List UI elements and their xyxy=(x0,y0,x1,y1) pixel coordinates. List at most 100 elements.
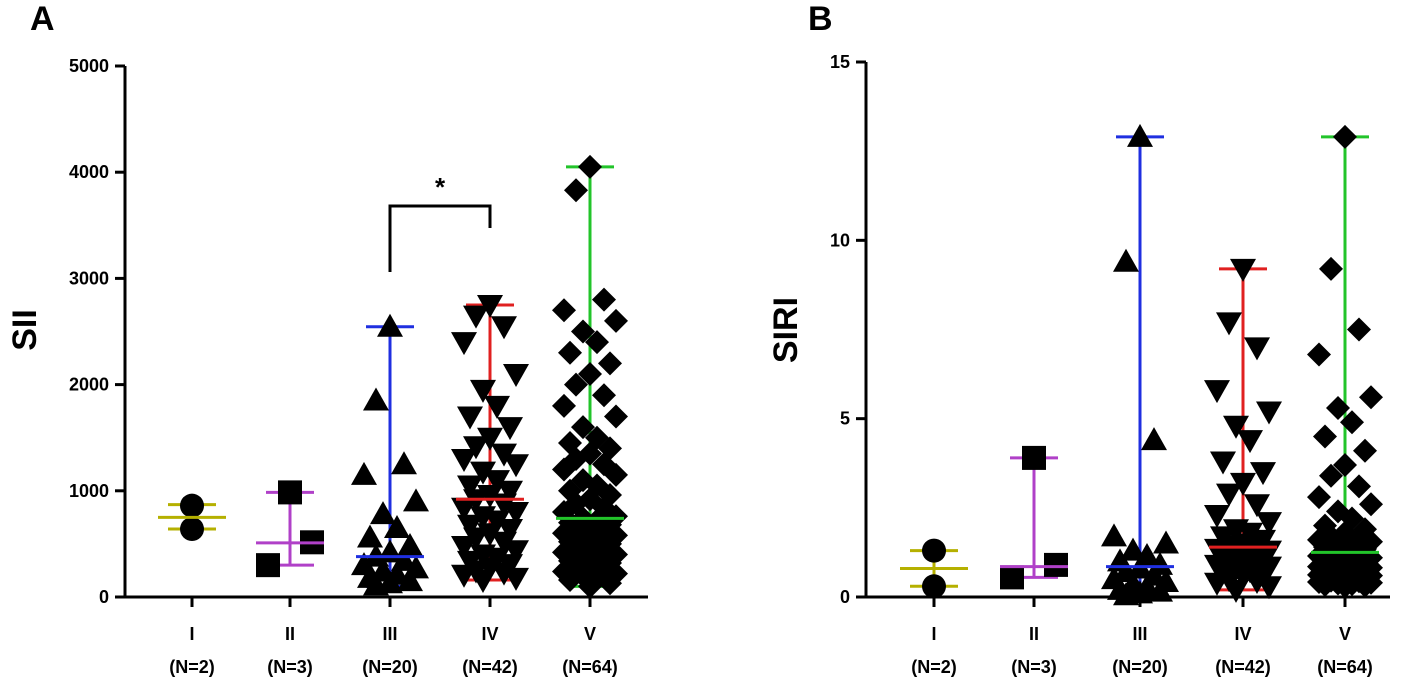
panel-letter-b: B xyxy=(808,0,833,38)
point-V-1 xyxy=(1319,256,1343,281)
y-tick-label-2: 2000 xyxy=(69,375,109,395)
y-axis-label-a: SII xyxy=(6,309,44,351)
point-V-22 xyxy=(604,462,628,487)
category-n-II: (N=3) xyxy=(267,657,313,677)
point-V-10 xyxy=(564,372,588,397)
category-label-III: III xyxy=(1132,624,1147,644)
panel-b: B SIRI 0 5 10 15 I (N=2) II (N=3) III (N=20) IV (N… xyxy=(767,0,1390,677)
y-axis-label-b: SIRI xyxy=(767,297,805,363)
point-IV-8 xyxy=(1250,462,1276,486)
point-III-17 xyxy=(397,568,423,592)
category-label-I: I xyxy=(931,624,936,644)
point-IV-0 xyxy=(1230,258,1256,282)
point-III-5 xyxy=(1120,537,1146,561)
category-n-V: (N=64) xyxy=(1317,657,1373,677)
point-IV-6 xyxy=(1237,430,1263,454)
point-V-7 xyxy=(558,340,582,365)
point-II-0 xyxy=(278,480,302,505)
point-V-61 xyxy=(1313,572,1337,597)
point-IV-5 xyxy=(470,379,496,403)
point-I-0 xyxy=(180,493,204,518)
point-IV-28 xyxy=(463,527,489,551)
point-IV-41 xyxy=(1223,579,1249,603)
point-III-5 xyxy=(370,501,396,525)
point-IV-6 xyxy=(484,395,510,419)
point-IV-5 xyxy=(1223,415,1249,439)
point-IV-8 xyxy=(497,417,523,441)
point-V-12 xyxy=(552,393,576,418)
point-IV-14 xyxy=(470,461,496,485)
point-III-19 xyxy=(363,572,389,596)
point-V-3 xyxy=(1307,342,1331,367)
point-IV-4 xyxy=(503,363,529,387)
point-V-5 xyxy=(571,319,595,344)
point-II-1 xyxy=(1044,552,1068,577)
point-V-13 xyxy=(1359,492,1383,517)
point-V-13 xyxy=(604,404,628,429)
category-label-II: II xyxy=(1029,624,1039,644)
y-tick-label-0: 0 xyxy=(99,587,109,607)
category-label-I: I xyxy=(189,624,194,644)
category-n-I: (N=2) xyxy=(911,657,957,677)
point-IV-17 xyxy=(497,480,523,504)
category-n-III: (N=20) xyxy=(362,657,418,677)
point-V-8 xyxy=(598,351,622,376)
point-IV-4 xyxy=(1256,401,1282,425)
point-III-4 xyxy=(1153,530,1179,554)
point-V-9 xyxy=(578,361,602,386)
y-tick-label-3: 3000 xyxy=(69,268,109,288)
point-III-3 xyxy=(1101,523,1127,547)
category-label-IV: IV xyxy=(481,624,498,644)
category-n-IV: (N=42) xyxy=(462,657,518,677)
significance-bracket xyxy=(388,204,492,272)
point-IV-30 xyxy=(451,536,477,560)
point-III-4 xyxy=(403,488,429,512)
category-n-III: (N=20) xyxy=(1112,657,1168,677)
point-IV-22 xyxy=(503,502,529,526)
point-V-62 xyxy=(598,571,622,596)
y-tick-label-1: 5 xyxy=(840,409,850,429)
point-II-0 xyxy=(1022,445,1046,470)
point-V-4 xyxy=(604,308,628,333)
point-IV-16 xyxy=(457,475,483,499)
significance-label: * xyxy=(435,172,446,202)
category-label-III: III xyxy=(382,624,397,644)
point-IV-21 xyxy=(451,497,477,521)
point-V-0 xyxy=(1333,124,1357,149)
category-n-I: (N=2) xyxy=(169,657,215,677)
point-IV-31 xyxy=(503,540,529,564)
point-I-0 xyxy=(922,538,946,563)
category-n-IV: (N=42) xyxy=(1215,657,1271,677)
point-V-3 xyxy=(552,298,576,323)
point-IV-3 xyxy=(451,332,477,356)
point-V-0 xyxy=(578,154,602,179)
panel-a: A SII 0 1000 2000 3000 4000 5000 I (N=2) II (N=3… xyxy=(6,0,648,677)
point-V-21 xyxy=(552,457,576,482)
y-tick-label-3: 15 xyxy=(830,52,850,72)
point-V-11 xyxy=(1347,474,1371,499)
point-III-6 xyxy=(384,514,410,538)
point-IV-40 xyxy=(503,567,529,591)
point-V-10 xyxy=(1319,463,1343,488)
point-IV-1 xyxy=(463,305,489,329)
category-label-V: V xyxy=(584,624,596,644)
point-IV-2 xyxy=(491,316,517,340)
point-V-2 xyxy=(592,287,616,312)
point-III-19 xyxy=(1113,582,1139,606)
panel-letter-a: A xyxy=(30,0,55,38)
point-V-6 xyxy=(585,330,609,355)
point-V-2 xyxy=(1347,317,1371,342)
point-III-0 xyxy=(1127,123,1153,147)
point-IV-25 xyxy=(457,514,483,538)
category-n-V: (N=64) xyxy=(562,657,618,677)
point-IV-9 xyxy=(1230,472,1256,496)
point-I-1 xyxy=(922,574,946,599)
point-IV-7 xyxy=(1210,451,1236,475)
point-IV-29 xyxy=(491,531,517,555)
point-IV-24 xyxy=(484,510,510,534)
point-III-2 xyxy=(1141,427,1167,451)
point-V-62 xyxy=(1353,573,1377,598)
point-V-6 xyxy=(1340,410,1364,435)
point-III-0 xyxy=(377,313,403,337)
